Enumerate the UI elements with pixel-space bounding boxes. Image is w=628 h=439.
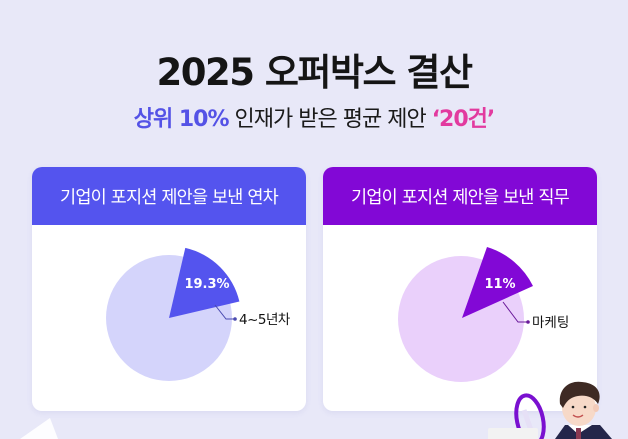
job-role-slice-label: 11% bbox=[484, 277, 515, 292]
job-role-callout: 마케팅 bbox=[532, 315, 569, 331]
laptop-illustration bbox=[20, 418, 58, 439]
career-year-pie-chart: 19.3% 4~5년차 bbox=[106, 247, 291, 381]
career-year-slice-label: 19.3% bbox=[184, 277, 229, 292]
page-title: 2025 오퍼박스 결산 bbox=[156, 51, 473, 94]
character-illustration bbox=[555, 381, 612, 439]
job-role-pie-chart: 11% 마케팅 bbox=[398, 247, 569, 382]
subtitle-text: 인재가 받은 평균 제안 bbox=[228, 107, 432, 132]
career-year-pie-slice bbox=[169, 247, 240, 318]
career-year-leader-line bbox=[214, 304, 235, 320]
career-year-card-title: 기업이 포지션 제안을 보낸 연차 bbox=[60, 187, 279, 208]
job-role-card-title: 기업이 포지션 제안을 보낸 직무 bbox=[351, 187, 570, 208]
page-subtitle: 상위 10% 인재가 받은 평균 제안 ‘20건’ bbox=[0, 101, 628, 133]
job-role-leader-dot bbox=[526, 320, 530, 324]
laptop-screen-illustration bbox=[488, 428, 538, 439]
job-role-card-header: 기업이 포지션 제안을 보낸 직무 bbox=[323, 167, 597, 225]
job-role-pie-slice bbox=[462, 247, 533, 318]
career-year-callout: 4~5년차 bbox=[239, 312, 291, 328]
job-role-leader-line bbox=[502, 301, 528, 323]
subtitle-highlight-20: ‘20건’ bbox=[431, 107, 496, 132]
career-year-leader-dot bbox=[233, 317, 237, 321]
subtitle-highlight-top10: 상위 10% bbox=[133, 107, 230, 132]
career-year-card-header: 기업이 포지션 제안을 보낸 연차 bbox=[32, 167, 306, 225]
